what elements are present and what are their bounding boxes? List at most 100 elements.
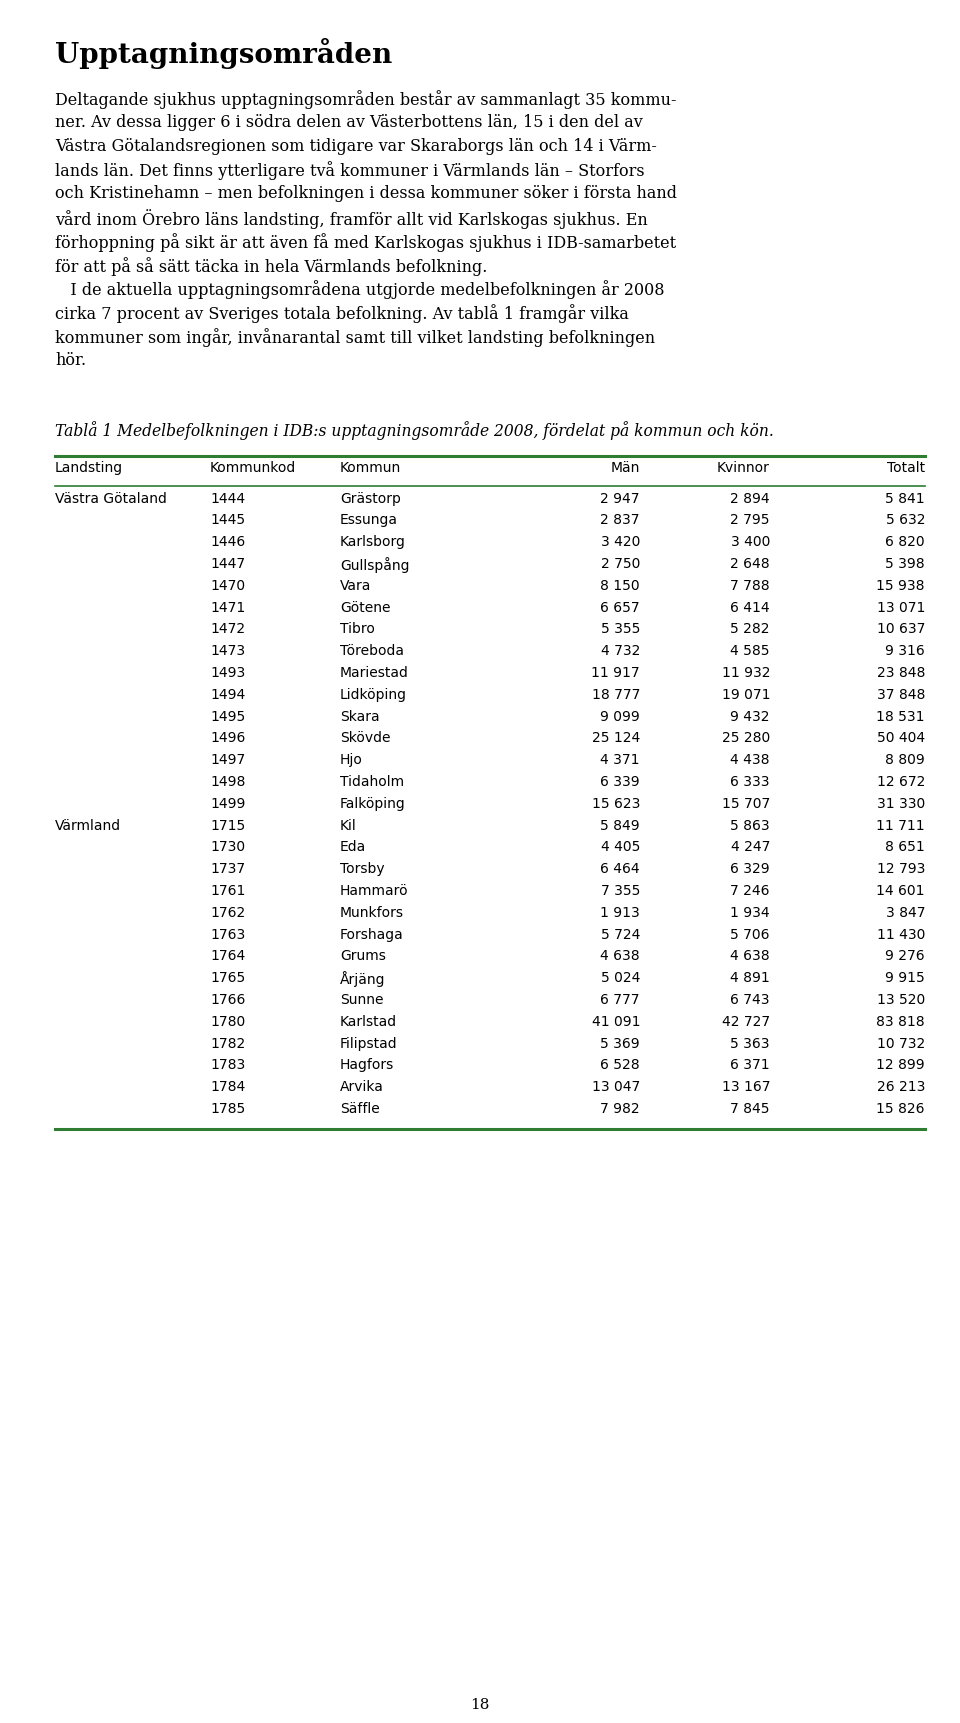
Text: 8 150: 8 150 <box>600 579 640 593</box>
Text: Töreboda: Töreboda <box>340 644 404 658</box>
Text: 83 818: 83 818 <box>876 1015 925 1029</box>
Text: 2 750: 2 750 <box>601 557 640 570</box>
Text: lands län. Det finns ytterligare två kommuner i Värmlands län – Storfors: lands län. Det finns ytterligare två kom… <box>55 162 644 181</box>
Text: 13 520: 13 520 <box>876 992 925 1006</box>
Text: 2 795: 2 795 <box>731 513 770 527</box>
Text: 1498: 1498 <box>210 775 246 789</box>
Text: 1 913: 1 913 <box>600 906 640 920</box>
Text: 1737: 1737 <box>210 862 245 877</box>
Text: 1780: 1780 <box>210 1015 245 1029</box>
Text: 23 848: 23 848 <box>876 667 925 681</box>
Text: Kommunkod: Kommunkod <box>210 460 297 474</box>
Text: 8 809: 8 809 <box>885 753 925 767</box>
Text: Karlsborg: Karlsborg <box>340 536 406 550</box>
Text: 6 329: 6 329 <box>731 862 770 877</box>
Text: 7 982: 7 982 <box>600 1103 640 1117</box>
Text: Hammarö: Hammarö <box>340 884 409 898</box>
Text: 5 632: 5 632 <box>885 513 925 527</box>
Text: 1762: 1762 <box>210 906 245 920</box>
Text: Götene: Götene <box>340 601 391 615</box>
Text: 4 438: 4 438 <box>731 753 770 767</box>
Text: 12 793: 12 793 <box>876 862 925 877</box>
Text: 11 430: 11 430 <box>876 927 925 941</box>
Text: Mariestad: Mariestad <box>340 667 409 681</box>
Text: 3 847: 3 847 <box>885 906 925 920</box>
Text: kommuner som ingår, invånarantal samt till vilket landsting befolkningen: kommuner som ingår, invånarantal samt ti… <box>55 327 655 346</box>
Text: 8 651: 8 651 <box>885 841 925 855</box>
Text: 1473: 1473 <box>210 644 245 658</box>
Text: 5 363: 5 363 <box>731 1037 770 1051</box>
Text: Skara: Skara <box>340 710 379 724</box>
Text: 1497: 1497 <box>210 753 245 767</box>
Text: 1764: 1764 <box>210 949 245 963</box>
Text: 11 932: 11 932 <box>722 667 770 681</box>
Text: Landsting: Landsting <box>55 460 123 474</box>
Text: 1763: 1763 <box>210 927 245 941</box>
Text: 7 845: 7 845 <box>731 1103 770 1117</box>
Text: Västra Götaland: Västra Götaland <box>55 491 167 505</box>
Text: 1761: 1761 <box>210 884 246 898</box>
Text: 9 915: 9 915 <box>885 972 925 986</box>
Text: 12 672: 12 672 <box>876 775 925 789</box>
Text: 6 743: 6 743 <box>731 992 770 1006</box>
Text: Deltagande sjukhus upptagningsområden består av sammanlagt 35 kommu-: Deltagande sjukhus upptagningsområden be… <box>55 90 677 109</box>
Text: Grums: Grums <box>340 949 386 963</box>
Text: 1445: 1445 <box>210 513 245 527</box>
Text: 1784: 1784 <box>210 1080 245 1094</box>
Text: Arvika: Arvika <box>340 1080 384 1094</box>
Text: 11 917: 11 917 <box>591 667 640 681</box>
Text: Forshaga: Forshaga <box>340 927 404 941</box>
Text: Eda: Eda <box>340 841 367 855</box>
Text: 1496: 1496 <box>210 731 246 746</box>
Text: 5 724: 5 724 <box>601 927 640 941</box>
Text: 5 355: 5 355 <box>601 622 640 636</box>
Text: 25 124: 25 124 <box>591 731 640 746</box>
Text: Män: Män <box>611 460 640 474</box>
Text: 15 938: 15 938 <box>876 579 925 593</box>
Text: 2 648: 2 648 <box>731 557 770 570</box>
Text: I de aktuella upptagningsområdena utgjorde medelbefolkningen år 2008: I de aktuella upptagningsområdena utgjor… <box>55 281 664 300</box>
Text: Essunga: Essunga <box>340 513 398 527</box>
Text: 6 777: 6 777 <box>601 992 640 1006</box>
Text: 4 247: 4 247 <box>731 841 770 855</box>
Text: 6 339: 6 339 <box>600 775 640 789</box>
Text: 6 464: 6 464 <box>600 862 640 877</box>
Text: 41 091: 41 091 <box>591 1015 640 1029</box>
Text: 6 333: 6 333 <box>731 775 770 789</box>
Text: 4 732: 4 732 <box>601 644 640 658</box>
Text: förhoppning på sikt är att även få med Karlskogas sjukhus i IDB-samarbetet: förhoppning på sikt är att även få med K… <box>55 233 676 252</box>
Text: 6 371: 6 371 <box>731 1058 770 1072</box>
Text: 1470: 1470 <box>210 579 245 593</box>
Text: 5 024: 5 024 <box>601 972 640 986</box>
Text: Värmland: Värmland <box>55 818 121 832</box>
Text: 6 657: 6 657 <box>600 601 640 615</box>
Text: 5 398: 5 398 <box>885 557 925 570</box>
Text: 42 727: 42 727 <box>722 1015 770 1029</box>
Text: 6 820: 6 820 <box>885 536 925 550</box>
Text: Karlstad: Karlstad <box>340 1015 397 1029</box>
Text: 7 355: 7 355 <box>601 884 640 898</box>
Text: 2 894: 2 894 <box>731 491 770 505</box>
Text: 19 071: 19 071 <box>722 687 770 701</box>
Text: 4 891: 4 891 <box>731 972 770 986</box>
Text: Västra Götalandsregionen som tidigare var Skaraborgs län och 14 i Värm-: Västra Götalandsregionen som tidigare va… <box>55 138 657 155</box>
Text: Sunne: Sunne <box>340 992 383 1006</box>
Text: 1471: 1471 <box>210 601 245 615</box>
Text: 31 330: 31 330 <box>876 796 925 812</box>
Text: Vara: Vara <box>340 579 372 593</box>
Text: 4 405: 4 405 <box>601 841 640 855</box>
Text: 1785: 1785 <box>210 1103 245 1117</box>
Text: 1782: 1782 <box>210 1037 245 1051</box>
Text: cirka 7 procent av Sveriges totala befolkning. Av tablå 1 framgår vilka: cirka 7 procent av Sveriges totala befol… <box>55 305 629 324</box>
Text: 1 934: 1 934 <box>731 906 770 920</box>
Text: 5 841: 5 841 <box>885 491 925 505</box>
Text: 11 711: 11 711 <box>876 818 925 832</box>
Text: 7 788: 7 788 <box>731 579 770 593</box>
Text: 12 899: 12 899 <box>876 1058 925 1072</box>
Text: Munkfors: Munkfors <box>340 906 404 920</box>
Text: 7 246: 7 246 <box>731 884 770 898</box>
Text: 50 404: 50 404 <box>876 731 925 746</box>
Text: och Kristinehamn – men befolkningen i dessa kommuner söker i första hand: och Kristinehamn – men befolkningen i de… <box>55 184 677 202</box>
Text: 5 369: 5 369 <box>600 1037 640 1051</box>
Text: 1493: 1493 <box>210 667 245 681</box>
